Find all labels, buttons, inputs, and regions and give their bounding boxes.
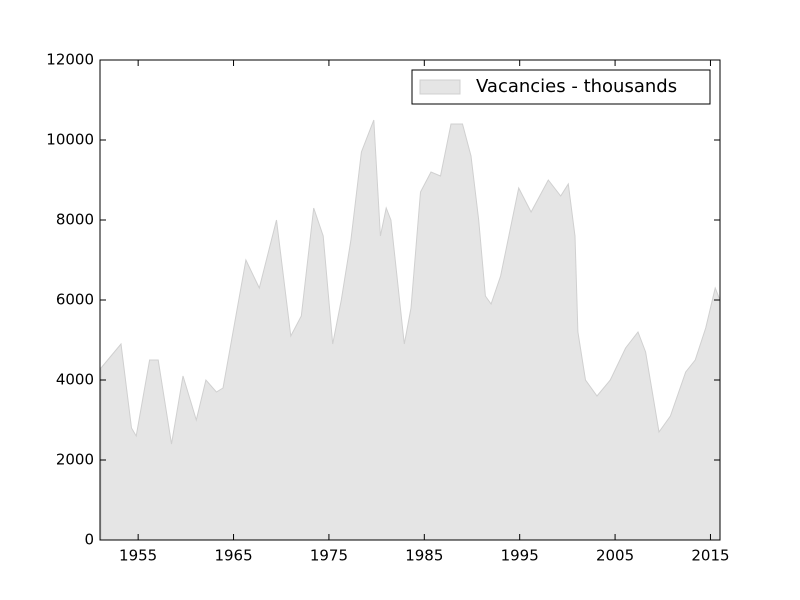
- legend-box: [411, 69, 711, 105]
- y-tick-label: 2000: [56, 451, 94, 469]
- x-tick-label: 1965: [214, 547, 252, 565]
- x-tick-label: 2005: [596, 547, 634, 565]
- area: [100, 119, 721, 541]
- y-tick-label: 8000: [56, 211, 94, 229]
- y-tick-label: 6000: [56, 291, 94, 309]
- y-tick-label: 10000: [46, 131, 94, 149]
- legend-swatch: [419, 79, 461, 95]
- x-tick-label: 1985: [405, 547, 443, 565]
- y-tick-label: 0: [84, 531, 94, 549]
- x-tick-label: 1995: [501, 547, 539, 565]
- x-tick-label: 2015: [691, 547, 729, 565]
- legend-label: Vacancies - thousands: [476, 76, 677, 97]
- y-tick-label: 12000: [46, 51, 94, 69]
- x-tick-label: 1955: [119, 547, 157, 565]
- y-tick-label: 4000: [56, 371, 94, 389]
- x-tick-label: 1975: [310, 547, 348, 565]
